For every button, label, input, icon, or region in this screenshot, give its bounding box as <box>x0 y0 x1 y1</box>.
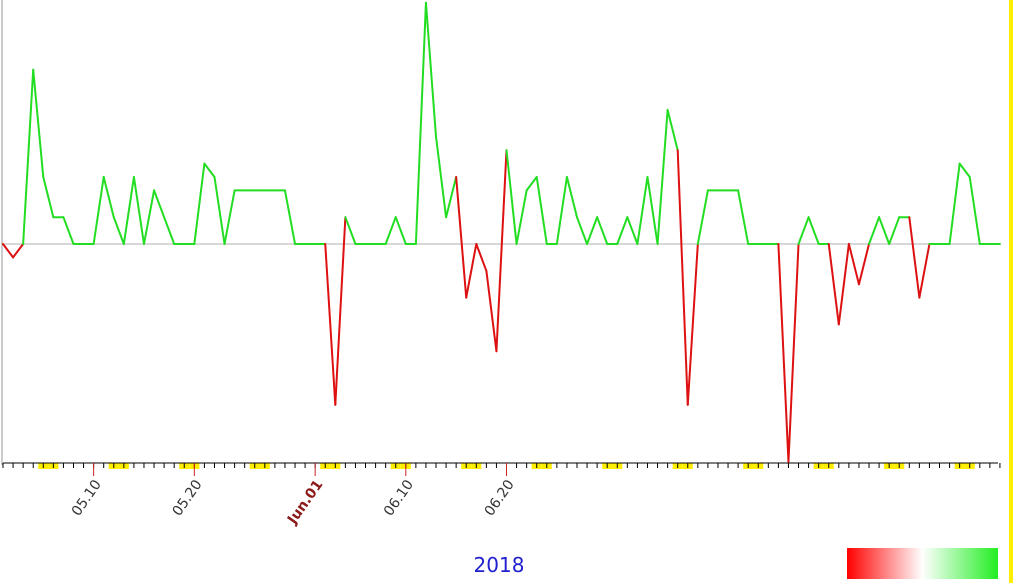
line-segment <box>807 216 820 245</box>
line-segment <box>153 189 166 219</box>
line-segment <box>968 176 981 245</box>
line-segment <box>334 216 347 406</box>
x-tick-label: 06.10 <box>381 477 417 519</box>
line-segment <box>626 216 639 245</box>
color-legend <box>847 548 998 579</box>
line-segment <box>616 216 629 245</box>
line-segment <box>324 243 337 406</box>
line-segment <box>193 162 206 245</box>
x-axis-tick-labels: 05.10 05.20 Jun.01 06.10 06.20 <box>69 477 518 528</box>
line-segment <box>32 68 45 178</box>
line-segment <box>737 189 750 245</box>
line-segment <box>384 216 397 245</box>
x-tick-label: 05.20 <box>170 477 206 519</box>
x-tick-label: 06.20 <box>482 477 518 519</box>
line-segment <box>213 176 226 245</box>
line-segment <box>465 243 478 299</box>
line-segment <box>676 149 689 406</box>
line-segment <box>586 216 599 245</box>
line-segment <box>847 243 860 286</box>
line-segment <box>837 243 850 326</box>
line-segment <box>857 243 871 286</box>
line-segment <box>424 1 438 138</box>
x-axis-label: 2018 <box>474 553 525 577</box>
line-segment <box>908 216 921 299</box>
line-segment <box>777 243 790 463</box>
line-segment <box>344 216 357 245</box>
line-segment <box>888 216 901 245</box>
line-segment <box>163 216 176 245</box>
line-segment <box>596 216 609 245</box>
line-segment <box>132 176 145 245</box>
line-segment <box>42 176 55 219</box>
line-segment <box>575 216 589 245</box>
line-segment <box>878 216 891 245</box>
line-segment <box>535 176 548 245</box>
line-segment <box>435 135 448 219</box>
line-segment <box>445 176 458 219</box>
x-tick-label: 05.10 <box>69 477 105 519</box>
line-segment <box>525 176 538 192</box>
line-segment <box>283 189 297 245</box>
line-segment <box>414 1 427 245</box>
line-segment <box>686 243 699 406</box>
line-segment <box>12 243 25 259</box>
x-axis-minor-ticks <box>2 463 1001 468</box>
line-segment <box>485 269 498 353</box>
line-segment <box>868 216 881 245</box>
line-segment <box>2 243 15 259</box>
line-segment <box>122 176 135 245</box>
line-segment <box>505 149 518 245</box>
line-segment <box>827 243 840 326</box>
line-segment <box>394 216 407 245</box>
line-segment <box>515 189 528 245</box>
line-segment <box>495 149 508 353</box>
line-segment <box>787 243 800 463</box>
line-segment <box>62 216 75 245</box>
line-segment <box>958 162 971 178</box>
line-segment <box>696 189 709 245</box>
line-segment <box>918 243 931 299</box>
line-segment <box>555 176 568 245</box>
line-segment <box>455 176 468 299</box>
line-segment <box>646 176 659 245</box>
line-segment <box>656 109 669 245</box>
line-segment <box>636 176 649 245</box>
line-segment <box>475 243 488 272</box>
x-tick-label: Jun.01 <box>284 477 326 528</box>
line-segment <box>203 162 216 178</box>
line-segment <box>948 162 961 245</box>
x-axis-major-ticks <box>93 463 507 476</box>
line-segment <box>92 176 105 245</box>
line-segment <box>102 176 115 219</box>
line-segment <box>223 189 236 245</box>
line-segment <box>797 216 810 245</box>
series-line <box>2 1 1001 463</box>
line-segment <box>112 216 125 245</box>
line-segment <box>565 176 578 219</box>
line-segment <box>666 109 679 152</box>
line-segment <box>142 189 156 245</box>
line-segment <box>22 68 35 245</box>
